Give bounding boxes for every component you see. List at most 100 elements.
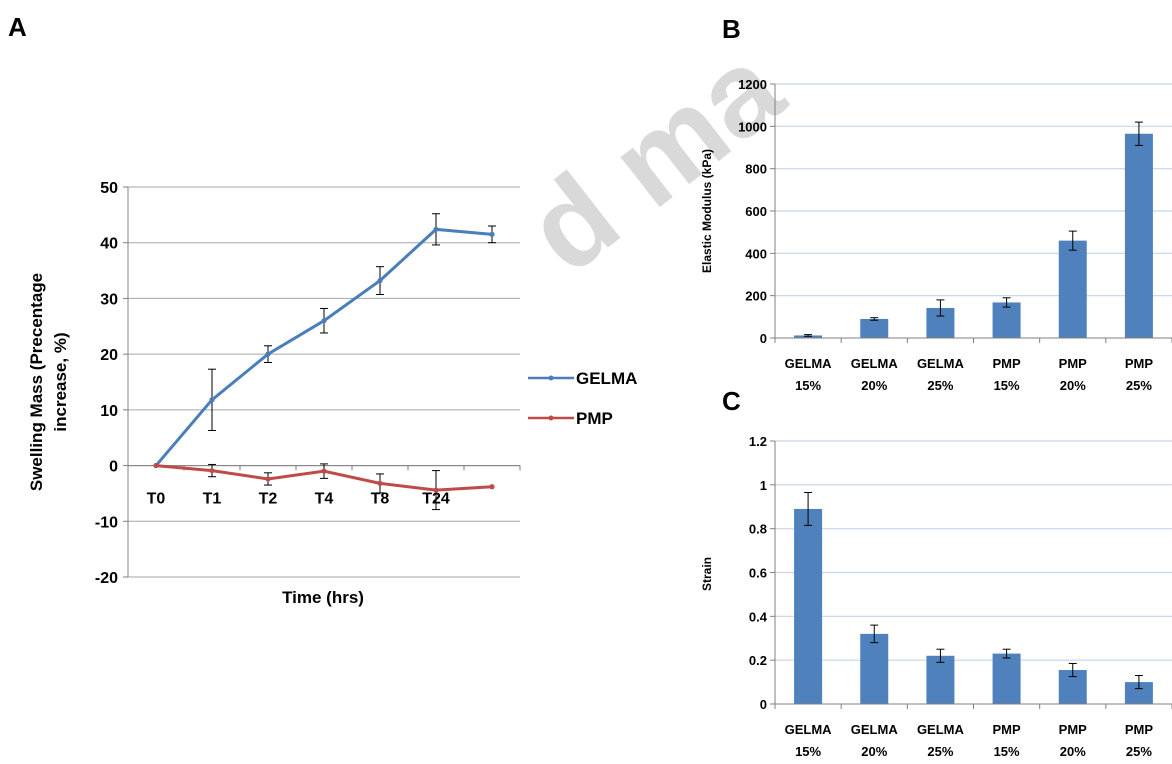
y-tick-label: 20	[100, 347, 118, 364]
chart-b-axes	[770, 83, 1172, 343]
data-point	[265, 351, 271, 357]
y-tick-label: -10	[95, 514, 118, 531]
bar	[926, 655, 955, 704]
panel-label-b: B	[722, 14, 741, 44]
x-tick-label: PMP	[1059, 356, 1088, 371]
y-tick-label: 30	[100, 291, 118, 308]
data-point	[321, 318, 327, 324]
data-point	[153, 462, 159, 469]
y-tick-label: 1000	[738, 119, 767, 134]
data-point	[265, 476, 271, 482]
chart-b-gridlines	[775, 83, 1172, 297]
chart-b-y-axis-title: Elastic Modulus (kPa)	[700, 149, 714, 273]
bar	[860, 633, 889, 704]
y-tick-label: 1.2	[749, 434, 767, 449]
x-tick-label-sub: 15%	[795, 378, 821, 393]
y-tick-label: 50	[100, 180, 118, 197]
x-tick-label-sub: 15%	[795, 744, 821, 759]
x-tick-label-sub: 25%	[927, 744, 953, 759]
x-tick-label-sub: 25%	[927, 378, 953, 393]
y-tick-label: 0.2	[749, 653, 767, 668]
chart-a-series	[153, 213, 496, 511]
data-point	[377, 278, 383, 284]
series-line	[154, 227, 493, 467]
x-tick-label-sub: 15%	[994, 378, 1020, 393]
chart-c-x-tick-labels: GELMA 15% GELMA 20% GELMA 25% PMP 15% PMP 20% PMP 2…	[785, 722, 1154, 759]
data-point	[433, 487, 439, 493]
x-tick-label: PMP	[992, 722, 1021, 737]
chart-a-x-axis-title: Time (hrs)	[282, 588, 364, 607]
panel-label-c: C	[722, 386, 741, 416]
x-tick-label: T8	[371, 491, 390, 508]
elastic-modulus-bar-chart: 1200 1000 800 600 400 200 0 GELMA 15% GELMA 20% GE…	[700, 77, 1172, 393]
chart-c-gridlines	[775, 440, 1172, 661]
chart-b-y-tick-labels: 1200 1000 800 600 400 200 0	[738, 77, 767, 346]
bar	[992, 302, 1021, 338]
data-point	[433, 226, 439, 232]
y-tick-label: 200	[745, 289, 767, 304]
x-tick-label: T1	[203, 491, 222, 508]
bar	[1124, 133, 1153, 338]
y-tick-label: 0	[760, 697, 767, 712]
x-tick-label-sub: 15%	[994, 744, 1020, 759]
panel-label-a: A	[8, 12, 27, 42]
chart-c-bars	[794, 492, 1153, 704]
y-tick-label: 0	[109, 459, 118, 476]
series-pmp	[153, 462, 495, 511]
y-tick-label: 600	[745, 204, 767, 219]
x-tick-label: GELMA	[917, 356, 965, 371]
y-tick-label: -20	[95, 570, 118, 587]
chart-b-x-tick-labels: GELMA 15% GELMA 20% GELMA 25% PMP 15% PMP 20% PMP 2…	[785, 356, 1154, 393]
y-tick-label: 0.8	[749, 522, 767, 537]
x-tick-label: T2	[259, 491, 278, 508]
data-point	[377, 480, 383, 486]
series-gelma	[153, 213, 496, 469]
x-tick-label: GELMA	[851, 356, 899, 371]
x-tick-label: PMP	[1059, 722, 1088, 737]
x-tick-label: PMP	[1125, 356, 1154, 371]
x-tick-label: PMP	[992, 356, 1021, 371]
x-tick-label-sub: 20%	[1060, 378, 1086, 393]
chart-a-x-tick-labels: T0 T1 T2 T4 T8 T24	[147, 491, 450, 508]
data-point	[489, 231, 495, 237]
legend-gelma-label: GELMA	[576, 369, 637, 388]
bar	[794, 508, 823, 704]
chart-a-legend: GELMA PMP	[528, 369, 637, 428]
data-point	[209, 467, 215, 474]
chart-c-y-tick-labels: 1.2 1 0.8 0.6 0.4 0.2 0	[749, 434, 768, 712]
bar	[1124, 682, 1153, 704]
chart-c-y-axis-title: Strain	[700, 557, 714, 591]
y-tick-label: 10	[100, 403, 118, 420]
x-tick-label-sub: 25%	[1126, 744, 1152, 759]
data-point	[321, 468, 327, 474]
strain-bar-chart: 1.2 1 0.8 0.6 0.4 0.2 0 GELMA 15% GELMA 20% GELMA 2…	[700, 434, 1172, 759]
y-tick-label: 1200	[738, 77, 767, 92]
y-tick-label: 1	[760, 478, 767, 493]
data-point	[489, 484, 495, 490]
bar	[992, 653, 1021, 704]
chart-a-axes	[123, 186, 521, 578]
chart-a-gridlines	[128, 186, 520, 578]
x-tick-label: GELMA	[917, 722, 965, 737]
x-tick-label: GELMA	[785, 722, 833, 737]
y-tick-label: 0.6	[749, 566, 767, 581]
y-tick-label: 0.4	[749, 609, 768, 624]
y-tick-label: 800	[745, 162, 767, 177]
y-tick-label: 0	[760, 331, 767, 346]
data-point	[209, 397, 215, 403]
x-tick-label: GELMA	[785, 356, 833, 371]
x-tick-label-sub: 20%	[861, 744, 887, 759]
chart-c-axes	[770, 440, 1172, 709]
chart-a-y-axis-title-line2: increase, %)	[51, 332, 70, 431]
chart-a-y-tick-labels: 50 40 30 20 10 0 -10 -20	[95, 180, 118, 587]
x-tick-label: GELMA	[851, 722, 899, 737]
x-tick-label: T0	[147, 491, 166, 508]
legend-pmp-marker	[548, 415, 554, 421]
bar	[860, 318, 889, 338]
chart-a-y-axis-title-line1: Swelling Mass (Precentage	[27, 273, 46, 491]
y-tick-label: 40	[100, 236, 118, 253]
legend-gelma-marker	[548, 375, 554, 381]
y-tick-label: 400	[745, 246, 767, 261]
chart-b-bars	[794, 121, 1153, 338]
